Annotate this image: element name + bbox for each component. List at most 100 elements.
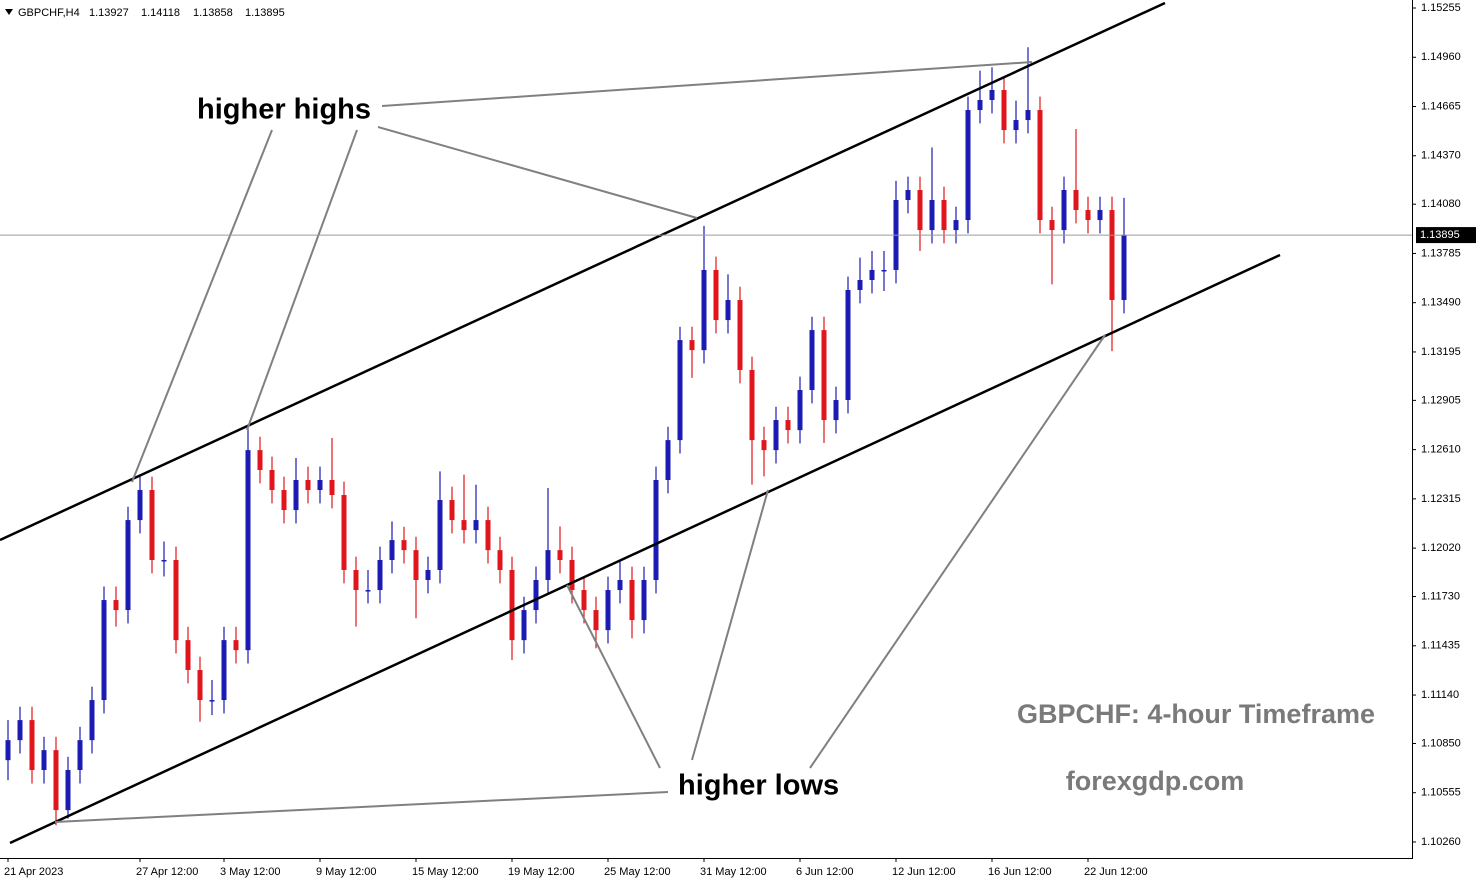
watermark-site: forexgdp.com bbox=[1066, 766, 1245, 796]
candle-body bbox=[737, 300, 743, 370]
x-tick-label: 22 Jun 12:00 bbox=[1084, 866, 1148, 878]
candle-body bbox=[77, 740, 83, 771]
candle-body bbox=[173, 559, 179, 641]
candle-body bbox=[209, 700, 215, 702]
y-tick-label: 1.11140 bbox=[1421, 689, 1459, 701]
candle-body bbox=[941, 200, 947, 231]
candle-body bbox=[53, 750, 59, 811]
candle-body bbox=[245, 450, 251, 651]
candle-body bbox=[437, 500, 443, 570]
candle-body bbox=[653, 480, 659, 581]
candle-body bbox=[305, 480, 311, 491]
header-open: 1.13927 bbox=[89, 7, 129, 19]
candle-body bbox=[233, 640, 239, 651]
candle-body bbox=[1049, 220, 1055, 231]
candle-body bbox=[485, 520, 491, 551]
candle-body bbox=[1073, 189, 1079, 211]
candle-body bbox=[869, 269, 875, 280]
x-tick-label: 9 May 12:00 bbox=[316, 866, 377, 878]
candle-body bbox=[989, 89, 995, 101]
candle-body bbox=[317, 480, 323, 491]
candle-body bbox=[1001, 89, 1007, 131]
header-high: 1.14118 bbox=[141, 7, 180, 19]
candle-body bbox=[5, 740, 11, 761]
symbol-menu-icon[interactable] bbox=[5, 9, 13, 15]
pointer-line bbox=[691, 489, 769, 761]
candle-body bbox=[17, 720, 23, 741]
y-tick-label: 1.10555 bbox=[1421, 787, 1461, 799]
x-tick-label: 19 May 12:00 bbox=[508, 866, 575, 878]
candle-body bbox=[1121, 235, 1127, 301]
candle-body bbox=[965, 110, 971, 221]
candle-body bbox=[845, 290, 851, 401]
candles bbox=[5, 47, 1127, 826]
y-tick-label: 1.13490 bbox=[1421, 297, 1461, 309]
candle-body bbox=[569, 559, 575, 591]
last-price-label: 1.13895 bbox=[1420, 229, 1460, 241]
candle-body bbox=[101, 600, 107, 701]
y-tick-label: 1.10850 bbox=[1421, 737, 1461, 749]
candle-body bbox=[977, 100, 983, 111]
x-tick-label: 15 May 12:00 bbox=[412, 866, 479, 878]
candle-body bbox=[677, 340, 683, 441]
x-tick-label: 6 Jun 12:00 bbox=[796, 866, 854, 878]
candle-body bbox=[29, 720, 35, 771]
header-low: 1.13858 bbox=[193, 7, 233, 19]
candle-body bbox=[389, 540, 395, 560]
candle-body bbox=[833, 400, 839, 421]
candle-body bbox=[1037, 110, 1043, 221]
candle-body bbox=[725, 300, 731, 321]
candle-body bbox=[617, 580, 623, 591]
x-tick-label: 25 May 12:00 bbox=[604, 866, 671, 878]
candle-body bbox=[953, 220, 959, 231]
candle-body bbox=[89, 700, 95, 741]
y-tick-label: 1.10260 bbox=[1421, 836, 1461, 848]
candle-body bbox=[545, 550, 551, 581]
candle-body bbox=[125, 520, 131, 611]
candle-body bbox=[473, 520, 479, 531]
y-tick-label: 1.12315 bbox=[1421, 493, 1461, 505]
x-tick-label: 12 Jun 12:00 bbox=[892, 866, 956, 878]
candle-body bbox=[461, 520, 467, 531]
candle-body bbox=[281, 490, 287, 511]
candle-body bbox=[149, 490, 155, 560]
candle-body bbox=[713, 269, 719, 321]
candle-body bbox=[1025, 110, 1031, 121]
annotation: higher lows bbox=[678, 770, 839, 802]
pointer-line bbox=[246, 129, 358, 431]
candle-body bbox=[665, 440, 671, 481]
candle-body bbox=[329, 480, 335, 496]
y-tick-label: 1.12905 bbox=[1421, 394, 1461, 406]
candle-body bbox=[197, 670, 203, 701]
x-tick-label: 31 May 12:00 bbox=[700, 866, 767, 878]
candle-body bbox=[629, 580, 635, 621]
candle-body bbox=[785, 420, 791, 431]
candle-body bbox=[161, 559, 167, 562]
candle-body bbox=[41, 750, 47, 771]
candle-body bbox=[413, 550, 419, 581]
candle-body bbox=[533, 580, 539, 611]
y-tick-label: 1.14080 bbox=[1421, 198, 1461, 210]
candle-body bbox=[605, 590, 611, 631]
candle-body bbox=[341, 495, 347, 570]
x-tick-label: 16 Jun 12:00 bbox=[988, 866, 1052, 878]
candle-body bbox=[929, 200, 935, 231]
candle-body bbox=[857, 279, 863, 291]
candle-body bbox=[509, 569, 515, 641]
candle-body bbox=[425, 569, 431, 581]
y-tick-label: 1.14960 bbox=[1421, 51, 1461, 63]
pointer-line bbox=[131, 129, 273, 483]
header-close: 1.13895 bbox=[245, 7, 285, 19]
y-tick-label: 1.11730 bbox=[1421, 590, 1460, 602]
candle-body bbox=[113, 600, 119, 611]
pointer-line bbox=[54, 791, 669, 823]
y-tick-label: 1.13195 bbox=[1421, 346, 1461, 358]
upper-channel-line bbox=[0, 1, 1166, 542]
y-tick-label: 1.13785 bbox=[1421, 247, 1461, 259]
pointer-line bbox=[377, 126, 698, 219]
candle-body bbox=[557, 550, 563, 560]
y-tick-label: 1.12610 bbox=[1421, 444, 1461, 456]
candle-body bbox=[1097, 210, 1103, 221]
